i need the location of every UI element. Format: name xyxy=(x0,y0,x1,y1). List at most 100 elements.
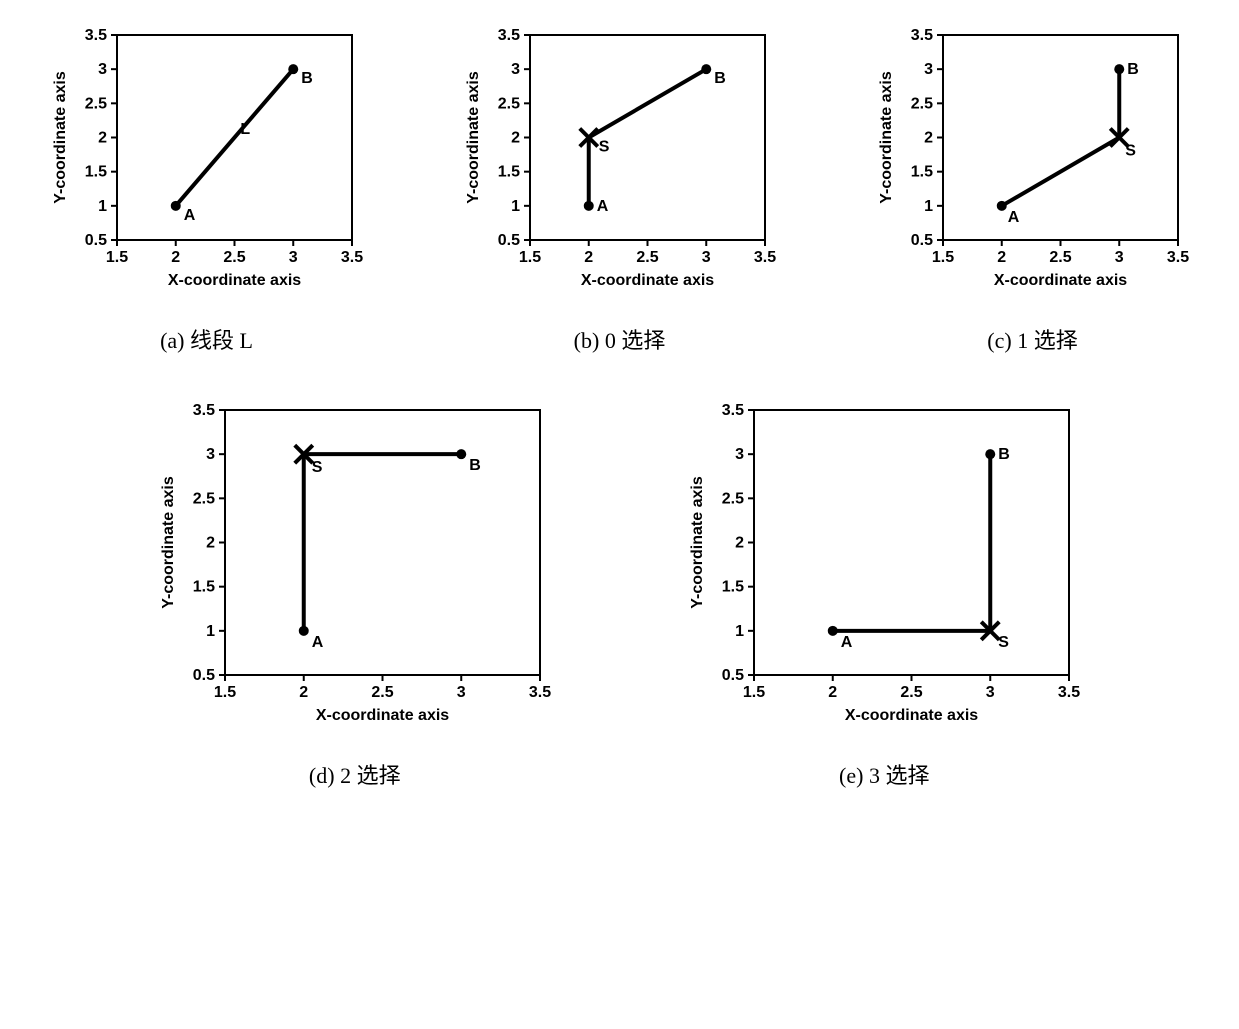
svg-text:2.5: 2.5 xyxy=(722,490,744,507)
svg-text:B: B xyxy=(469,457,481,474)
svg-text:1.5: 1.5 xyxy=(105,249,127,266)
svg-text:2: 2 xyxy=(829,684,838,701)
chart-c: 1.522.533.50.511.522.533.5X-coordinate a… xyxy=(873,20,1193,305)
svg-text:2: 2 xyxy=(98,130,107,147)
svg-text:S: S xyxy=(312,459,323,476)
svg-text:3: 3 xyxy=(457,684,466,701)
chart-a: 1.5 2 2.5 3 3.5 0.5 1 1.5 2 2.5 3 3.5 X-coordinate a… xyxy=(47,20,367,305)
svg-text:B: B xyxy=(301,70,313,87)
svg-text:2: 2 xyxy=(511,130,520,147)
svg-text:2.5: 2.5 xyxy=(636,249,658,266)
svg-text:Y-coordinate axis: Y-coordinate axis xyxy=(465,71,482,204)
svg-text:2.5: 2.5 xyxy=(910,95,932,112)
svg-text:A: A xyxy=(596,198,608,215)
svg-text:3: 3 xyxy=(735,446,744,463)
svg-text:0.5: 0.5 xyxy=(193,667,215,684)
caption-e: (e) 3 选择 xyxy=(839,758,929,790)
panel-a: 1.5 2 2.5 3 3.5 0.5 1 1.5 2 2.5 3 3.5 X-coordinate a… xyxy=(47,20,367,355)
svg-text:Y-coordinate axis: Y-coordinate axis xyxy=(689,476,706,609)
svg-text:L: L xyxy=(240,121,250,138)
chart-b: 1.5 2 2.5 3 3.5 0.5 1 1.5 2 2.5 3 3.5 X-coordinate a… xyxy=(460,20,780,305)
svg-text:1: 1 xyxy=(924,198,933,215)
panel-d: 1.5 2 2.5 3 3.5 0.5 1 1.5 2 2.5 3 3.5 X-coordinate a… xyxy=(155,395,555,790)
svg-text:B: B xyxy=(714,70,726,87)
svg-text:2: 2 xyxy=(299,684,308,701)
svg-text:S: S xyxy=(999,634,1010,651)
svg-text:X-coordinate axis: X-coordinate axis xyxy=(316,707,449,724)
svg-text:3.5: 3.5 xyxy=(340,249,362,266)
svg-text:X-coordinate axis: X-coordinate axis xyxy=(993,272,1126,289)
caption-d: (d) 2 选择 xyxy=(309,758,401,790)
svg-text:3.5: 3.5 xyxy=(497,27,519,44)
svg-text:B: B xyxy=(999,446,1011,463)
svg-text:3: 3 xyxy=(288,249,297,266)
svg-text:3.5: 3.5 xyxy=(1058,684,1080,701)
svg-text:X-coordinate axis: X-coordinate axis xyxy=(845,707,978,724)
svg-text:2.5: 2.5 xyxy=(193,490,215,507)
svg-text:3.5: 3.5 xyxy=(910,27,932,44)
svg-text:3.5: 3.5 xyxy=(753,249,775,266)
svg-text:3.5: 3.5 xyxy=(1166,249,1188,266)
caption-b: (b) 0 选择 xyxy=(574,323,666,355)
svg-text:2.5: 2.5 xyxy=(84,95,106,112)
svg-text:2.5: 2.5 xyxy=(1049,249,1071,266)
svg-text:Y-coordinate axis: Y-coordinate axis xyxy=(52,71,69,204)
svg-text:1.5: 1.5 xyxy=(497,164,519,181)
svg-text:0.5: 0.5 xyxy=(497,232,519,249)
svg-text:0.5: 0.5 xyxy=(84,232,106,249)
panel-b: 1.5 2 2.5 3 3.5 0.5 1 1.5 2 2.5 3 3.5 X-coordinate a… xyxy=(460,20,780,355)
svg-text:X-coordinate axis: X-coordinate axis xyxy=(580,272,713,289)
panel-c: 1.522.533.50.511.522.533.5X-coordinate a… xyxy=(873,20,1193,355)
svg-text:A: A xyxy=(841,634,853,651)
svg-text:A: A xyxy=(312,634,324,651)
top-row: 1.5 2 2.5 3 3.5 0.5 1 1.5 2 2.5 3 3.5 X-coordinate a… xyxy=(20,20,1219,355)
chart-e: 1.522.533.50.511.522.533.5X-coordinate a… xyxy=(684,395,1084,740)
svg-text:Y-coordinate axis: Y-coordinate axis xyxy=(878,71,895,204)
panel-e: 1.522.533.50.511.522.533.5X-coordinate a… xyxy=(684,395,1084,790)
svg-text:3: 3 xyxy=(511,61,520,78)
svg-text:1: 1 xyxy=(206,623,215,640)
svg-text:3.5: 3.5 xyxy=(193,402,215,419)
svg-text:3.5: 3.5 xyxy=(722,402,744,419)
svg-text:2: 2 xyxy=(584,249,593,266)
svg-text:3: 3 xyxy=(206,446,215,463)
svg-text:2.5: 2.5 xyxy=(497,95,519,112)
svg-text:Y-coordinate axis: Y-coordinate axis xyxy=(160,476,177,609)
svg-text:X-coordinate axis: X-coordinate axis xyxy=(167,272,300,289)
svg-text:1.5: 1.5 xyxy=(743,684,765,701)
svg-text:2.5: 2.5 xyxy=(223,249,245,266)
svg-text:3: 3 xyxy=(701,249,710,266)
svg-text:0.5: 0.5 xyxy=(910,232,932,249)
svg-text:3.5: 3.5 xyxy=(529,684,551,701)
svg-text:2.5: 2.5 xyxy=(371,684,393,701)
svg-text:2: 2 xyxy=(206,535,215,552)
svg-text:A: A xyxy=(1007,209,1019,226)
svg-text:2: 2 xyxy=(171,249,180,266)
svg-text:1: 1 xyxy=(98,198,107,215)
svg-text:S: S xyxy=(1125,143,1136,160)
svg-text:1.5: 1.5 xyxy=(84,164,106,181)
svg-text:B: B xyxy=(1127,61,1139,78)
caption-c: (c) 1 选择 xyxy=(987,323,1077,355)
svg-text:2: 2 xyxy=(997,249,1006,266)
svg-text:1.5: 1.5 xyxy=(931,249,953,266)
svg-text:3: 3 xyxy=(1114,249,1123,266)
svg-text:S: S xyxy=(598,139,609,156)
caption-a: (a) 线段 L xyxy=(160,323,253,355)
svg-text:1: 1 xyxy=(735,623,744,640)
svg-text:2: 2 xyxy=(924,130,933,147)
svg-text:0.5: 0.5 xyxy=(722,667,744,684)
svg-text:A: A xyxy=(183,207,195,224)
svg-text:1.5: 1.5 xyxy=(518,249,540,266)
svg-text:1: 1 xyxy=(511,198,520,215)
svg-text:2: 2 xyxy=(735,535,744,552)
bottom-row: 1.5 2 2.5 3 3.5 0.5 1 1.5 2 2.5 3 3.5 X-coordinate a… xyxy=(20,395,1219,790)
svg-text:1.5: 1.5 xyxy=(214,684,236,701)
svg-text:2.5: 2.5 xyxy=(901,684,923,701)
svg-text:3.5: 3.5 xyxy=(84,27,106,44)
svg-text:3: 3 xyxy=(924,61,933,78)
svg-text:3: 3 xyxy=(98,61,107,78)
chart-d: 1.5 2 2.5 3 3.5 0.5 1 1.5 2 2.5 3 3.5 X-coordinate a… xyxy=(155,395,555,740)
svg-text:1.5: 1.5 xyxy=(722,579,744,596)
svg-text:1.5: 1.5 xyxy=(193,579,215,596)
